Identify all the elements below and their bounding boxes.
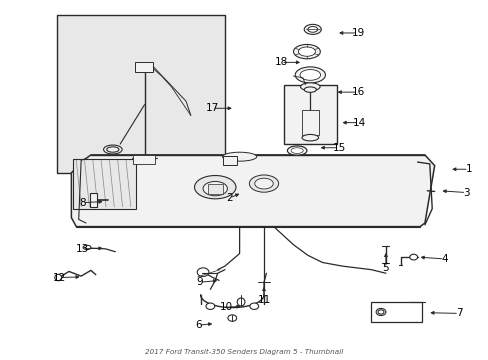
Ellipse shape xyxy=(106,147,119,152)
Circle shape xyxy=(409,254,417,260)
Ellipse shape xyxy=(83,245,91,249)
Ellipse shape xyxy=(287,146,306,155)
Text: 12: 12 xyxy=(53,273,66,283)
Ellipse shape xyxy=(293,44,320,59)
Bar xyxy=(133,155,155,164)
Bar xyxy=(222,156,237,165)
Ellipse shape xyxy=(203,181,227,196)
Ellipse shape xyxy=(254,178,273,189)
Circle shape xyxy=(375,309,385,316)
Text: 3: 3 xyxy=(462,188,468,198)
Text: 1: 1 xyxy=(465,164,471,174)
Circle shape xyxy=(227,315,236,321)
Circle shape xyxy=(197,268,208,276)
Bar xyxy=(90,193,97,207)
Ellipse shape xyxy=(298,47,315,56)
Ellipse shape xyxy=(304,87,316,92)
Ellipse shape xyxy=(302,134,318,141)
Ellipse shape xyxy=(307,27,317,32)
Bar xyxy=(302,110,318,135)
Text: 19: 19 xyxy=(351,28,364,38)
Text: 4: 4 xyxy=(440,254,447,264)
Ellipse shape xyxy=(304,24,321,35)
Text: 2017 Ford Transit-350 Senders Diagram 5 - Thumbnail: 2017 Ford Transit-350 Senders Diagram 5 … xyxy=(145,349,343,355)
Circle shape xyxy=(205,303,214,310)
Text: 15: 15 xyxy=(332,143,346,153)
Ellipse shape xyxy=(55,274,61,281)
Bar xyxy=(370,302,422,321)
Text: 14: 14 xyxy=(352,118,365,128)
Ellipse shape xyxy=(249,175,278,192)
Bar xyxy=(207,184,222,194)
Ellipse shape xyxy=(103,145,122,154)
Ellipse shape xyxy=(290,148,303,153)
Bar xyxy=(135,62,153,72)
Circle shape xyxy=(377,310,383,314)
Bar xyxy=(283,85,336,144)
Ellipse shape xyxy=(300,83,320,91)
Bar xyxy=(73,159,136,209)
Text: 2: 2 xyxy=(226,193,233,203)
Ellipse shape xyxy=(237,298,244,306)
Ellipse shape xyxy=(222,152,256,161)
Text: 17: 17 xyxy=(205,103,219,113)
Text: 8: 8 xyxy=(79,198,86,208)
Polygon shape xyxy=(71,155,434,226)
Text: 11: 11 xyxy=(257,295,270,305)
Text: 7: 7 xyxy=(455,309,462,318)
Text: 13: 13 xyxy=(76,244,89,254)
Text: 16: 16 xyxy=(351,87,364,97)
Text: 6: 6 xyxy=(194,320,201,330)
Bar xyxy=(57,15,224,173)
Ellipse shape xyxy=(295,67,325,83)
Text: 5: 5 xyxy=(382,263,388,273)
Ellipse shape xyxy=(300,69,320,80)
Text: 18: 18 xyxy=(274,57,287,67)
Ellipse shape xyxy=(194,176,236,199)
Text: 9: 9 xyxy=(196,277,203,287)
Text: 10: 10 xyxy=(219,302,232,312)
Circle shape xyxy=(249,303,258,310)
